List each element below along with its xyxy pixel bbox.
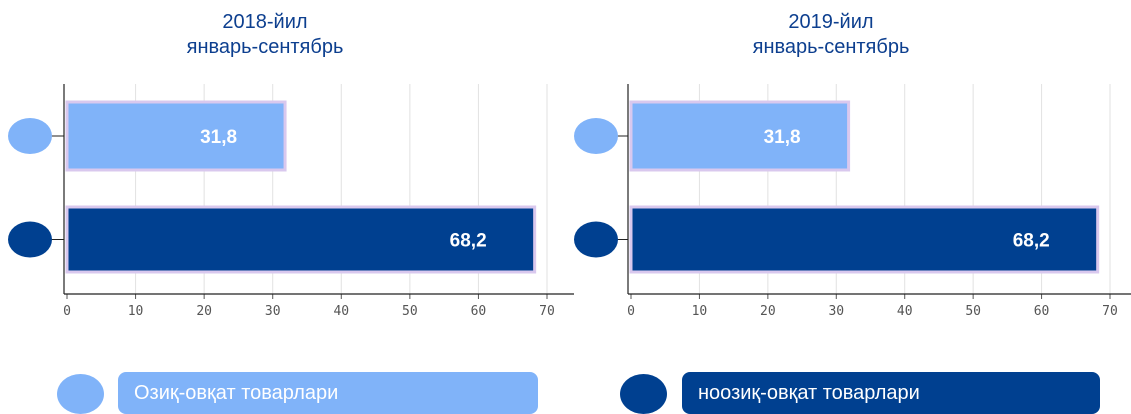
bar xyxy=(629,205,1100,274)
legend-swatch-food xyxy=(57,374,104,414)
bar xyxy=(65,100,287,172)
x-tick-label: 30 xyxy=(828,304,844,319)
chart-title-line-2: январь-сентябрь xyxy=(186,36,344,58)
chart-title-line-2: январь-сентябрь xyxy=(752,36,910,58)
x-tick-label: 40 xyxy=(333,304,349,319)
bar xyxy=(65,205,537,274)
x-tick-label: 60 xyxy=(471,304,487,319)
chart-title-line-1: 2019-йил xyxy=(788,11,874,33)
bar-value-label: 31,8 xyxy=(764,127,801,148)
x-tick-label: 30 xyxy=(265,304,281,319)
category-marker xyxy=(574,221,618,258)
x-tick-label: 0 xyxy=(63,304,71,319)
bar-value-label: 68,2 xyxy=(1013,231,1050,252)
category-marker xyxy=(8,118,52,154)
x-tick-label: 50 xyxy=(402,304,418,319)
x-tick-label: 40 xyxy=(897,304,913,319)
x-tick-label: 20 xyxy=(196,304,212,319)
x-tick-label: 70 xyxy=(1102,304,1118,319)
chart-title-2019: 2019-йил январь-сентябрь xyxy=(681,10,981,60)
category-marker xyxy=(8,221,52,258)
x-tick-label: 60 xyxy=(1034,304,1050,319)
x-tick-label: 50 xyxy=(965,304,981,319)
chart-title-line-1: 2018-йил xyxy=(222,11,308,33)
legend-label-nonfood: ноозиқ-овқат товарлари xyxy=(682,372,1100,414)
chart-title-2018: 2018-йил январь-сентябрь xyxy=(115,10,415,60)
bar-value-label: 31,8 xyxy=(200,127,237,148)
x-tick-label: 20 xyxy=(760,304,776,319)
legend-label-food: Озиқ-овқат товарлари xyxy=(118,372,538,414)
x-tick-label: 10 xyxy=(692,304,708,319)
x-tick-label: 70 xyxy=(539,304,555,319)
bar xyxy=(629,100,851,172)
category-marker xyxy=(574,118,618,154)
bar-value-label: 68,2 xyxy=(450,231,487,252)
x-tick-label: 0 xyxy=(627,304,635,319)
x-tick-label: 10 xyxy=(128,304,144,319)
legend-swatch-nonfood xyxy=(620,374,667,414)
